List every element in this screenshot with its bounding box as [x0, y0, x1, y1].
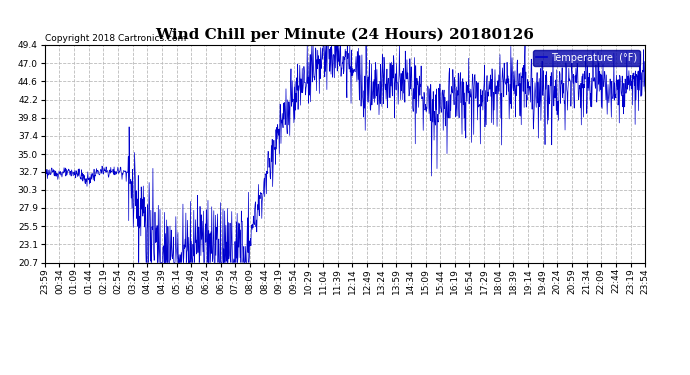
Title: Wind Chill per Minute (24 Hours) 20180126: Wind Chill per Minute (24 Hours) 2018012… [155, 28, 535, 42]
Text: Copyright 2018 Cartronics.com: Copyright 2018 Cartronics.com [46, 34, 187, 43]
Legend: Temperature  (°F): Temperature (°F) [533, 50, 640, 66]
